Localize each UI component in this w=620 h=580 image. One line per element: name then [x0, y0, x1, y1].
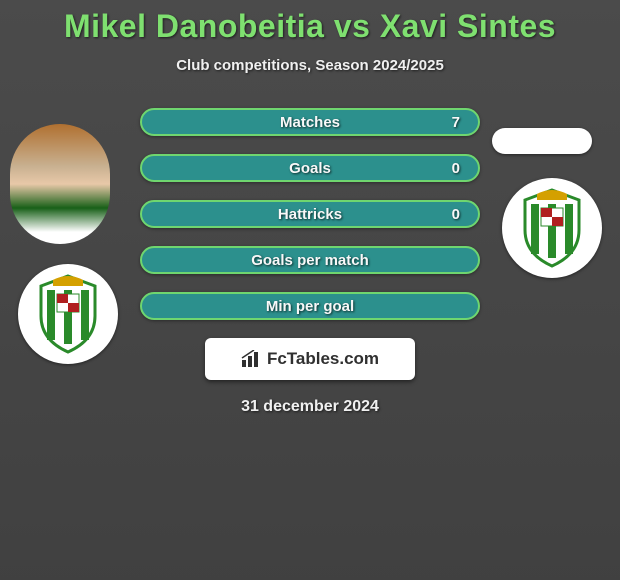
branding-badge: FcTables.com — [205, 338, 415, 380]
stat-label: Hattricks — [142, 206, 478, 223]
stat-value: 0 — [452, 206, 460, 223]
page-title: Mikel Danobeitia vs Xavi Sintes — [0, 8, 620, 45]
stat-label: Min per goal — [142, 298, 478, 315]
stat-row-hattricks: Hattricks 0 — [140, 200, 480, 228]
stat-row-matches: Matches 7 — [140, 108, 480, 136]
subtitle: Club competitions, Season 2024/2025 — [0, 57, 620, 74]
stat-value: 0 — [452, 160, 460, 177]
stat-row-goals-per-match: Goals per match — [140, 246, 480, 274]
club-crest-icon — [33, 274, 103, 354]
club-badge-right — [502, 178, 602, 278]
club-crest-icon — [517, 188, 587, 268]
stat-row-min-per-goal: Min per goal — [140, 292, 480, 320]
stat-value: 7 — [452, 114, 460, 131]
date-label: 31 december 2024 — [0, 398, 620, 416]
brand-label: FcTables.com — [267, 349, 379, 369]
club-badge-left — [18, 264, 118, 364]
stat-label: Goals — [142, 160, 478, 177]
stat-row-goals: Goals 0 — [140, 154, 480, 182]
player-placeholder-right — [492, 128, 592, 154]
player-photo-left — [10, 124, 110, 244]
stat-label: Matches — [142, 114, 478, 131]
chart-icon — [241, 350, 261, 368]
stat-label: Goals per match — [142, 252, 478, 269]
